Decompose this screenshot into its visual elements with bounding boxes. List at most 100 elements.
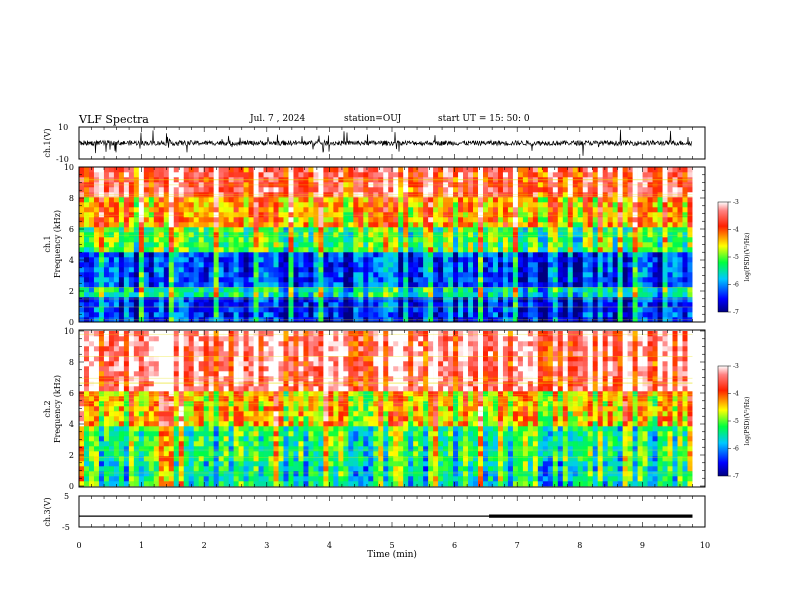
spectrogram-cell (602, 312, 608, 318)
spectrogram-cell (492, 217, 499, 223)
spectrogram-cell (328, 242, 334, 248)
spectrogram-cell (113, 282, 120, 288)
spectrogram-cell (487, 267, 494, 273)
spectrogram-cell (123, 446, 130, 452)
spectrogram-cell (113, 406, 120, 412)
spectrogram-cell (203, 446, 209, 452)
spectrogram-cell (93, 182, 100, 188)
spectrogram-cell (403, 197, 409, 203)
spectrogram-cell (148, 341, 155, 347)
spectrogram-cell (443, 272, 449, 278)
spectrogram-cell (98, 406, 105, 412)
spectrogram-cell (263, 307, 269, 313)
spectrogram-cell (198, 461, 204, 467)
spectrogram-cell (617, 257, 623, 263)
spectrogram-cell (373, 297, 379, 303)
spectrogram-cell (393, 232, 399, 238)
spectrogram-cell (188, 471, 195, 477)
spectrogram-cell (288, 182, 294, 188)
spectrogram-cell (213, 202, 219, 208)
spectrogram-cell (108, 461, 115, 467)
spectrogram-cell (368, 202, 374, 208)
spectrogram-cell (193, 167, 200, 173)
spectrogram-cell (178, 456, 185, 462)
spectrogram-cell (268, 292, 274, 298)
spectrogram-cell (183, 421, 190, 427)
spectrogram-cell (108, 217, 115, 223)
spectrogram-cell (652, 297, 658, 303)
spectrogram-cell (567, 237, 574, 243)
spectrogram-cell (88, 406, 95, 412)
spectrogram-cell (108, 406, 115, 412)
spectrogram-cell (433, 202, 439, 208)
spectrogram-cell (158, 247, 165, 253)
spectrogram-cell (208, 411, 214, 417)
spectrogram-cell (188, 237, 195, 243)
spectrogram-cell (542, 312, 549, 318)
spectrogram-cell (348, 187, 354, 193)
spectrogram-cell (208, 446, 214, 452)
spectrogram-cell (468, 212, 474, 218)
spectrogram-cell (587, 202, 594, 208)
spectrogram-cell (647, 257, 653, 263)
spectrogram-cell (562, 172, 569, 178)
spectrogram-cell (253, 202, 259, 208)
spectrogram-cell (557, 182, 564, 188)
spectrogram-cell (353, 237, 359, 243)
spectrogram-cell (308, 212, 314, 218)
spectrogram-cell (238, 207, 244, 213)
spectrogram-cell (602, 182, 608, 188)
spectrogram-cell (188, 441, 195, 447)
spectrogram-no-data (692, 167, 705, 322)
spectrogram-cell (313, 297, 319, 303)
spectrogram-cell (153, 426, 160, 432)
spectrogram-cell (123, 451, 130, 457)
spectrogram-cell (173, 446, 180, 452)
spectrogram-cell (517, 262, 524, 268)
spectrogram-cell (592, 202, 599, 208)
spectrogram-cell (448, 202, 454, 208)
spectrogram-cell (103, 242, 110, 248)
spectrogram-cell (108, 376, 115, 382)
spectrogram-cell (203, 331, 209, 337)
spectrogram-cell (178, 391, 185, 397)
spectrogram-cell (557, 237, 564, 243)
spectrogram-cell (123, 282, 130, 288)
spectrogram-cell (163, 187, 170, 193)
spectrogram-cell (293, 242, 299, 248)
spectrogram-cell (597, 287, 603, 293)
spectrogram-cell (592, 272, 599, 278)
spectrogram-cell (408, 252, 414, 258)
spectrogram-cell (408, 292, 414, 298)
spectrogram-cell (458, 272, 464, 278)
spectrogram-cell (617, 272, 623, 278)
spectrogram-cell (348, 172, 354, 178)
spectrogram-cell (552, 247, 559, 253)
spectrogram-cell (193, 187, 200, 193)
spectrogram-cell (163, 416, 170, 422)
spectrogram-cell (378, 302, 384, 308)
spectrogram-cell (213, 396, 219, 402)
spectrogram-cell (173, 431, 180, 437)
spectrogram-cell (148, 227, 155, 233)
spectrogram-cell (218, 461, 224, 467)
spectrogram-cell (393, 237, 399, 243)
spectrogram-cell (118, 461, 125, 467)
spectrogram-cell (183, 471, 190, 477)
spectrogram-cell (473, 202, 479, 208)
spectrogram-cell (93, 411, 100, 417)
spectrogram-cell (318, 242, 324, 248)
spectrogram-cell (98, 391, 105, 397)
spectrogram-cell (178, 297, 185, 303)
spectrogram-cell (647, 187, 653, 193)
spectrogram-cell (123, 351, 130, 357)
spectrogram-cell (657, 237, 663, 243)
spectrogram-cell (298, 227, 304, 233)
spectrogram-cell (283, 207, 289, 213)
spectrogram-cell (667, 287, 673, 293)
spectrogram-cell (373, 172, 379, 178)
spectrogram-cell (193, 411, 200, 417)
spectrogram-cell (537, 187, 544, 193)
spectrogram-cell (433, 237, 439, 243)
spectrogram-cell (622, 312, 628, 318)
